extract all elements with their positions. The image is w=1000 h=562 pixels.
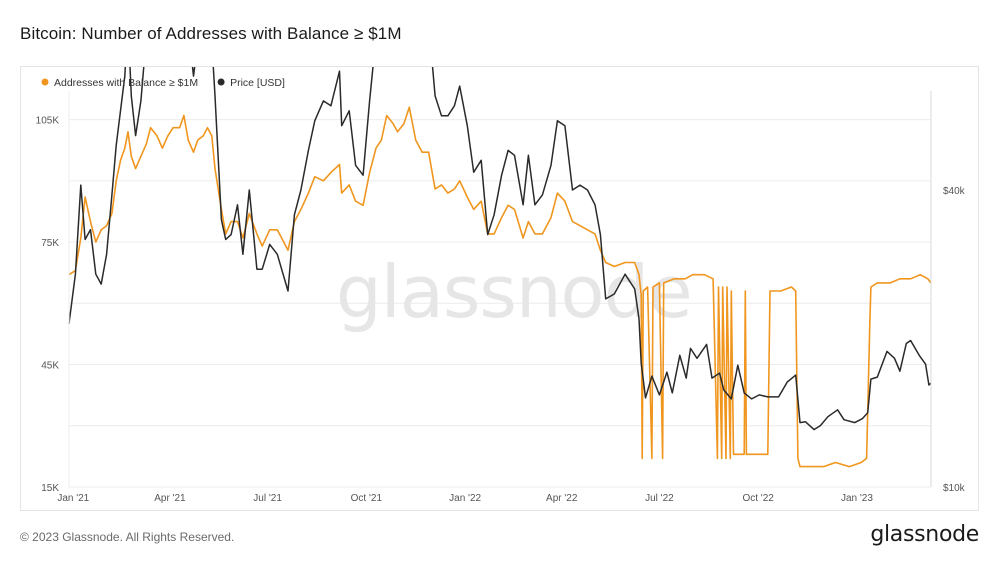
plot-area <box>68 67 932 468</box>
y-left-tick-label: 15K <box>41 483 59 494</box>
legend-marker-addresses <box>41 78 49 86</box>
axes: 15K 45K 75K 105K $10k $40k Jan '21 Apr '21 Jul '… <box>36 91 966 504</box>
y-left-tick-label: 75K <box>41 238 59 249</box>
addresses-series-line <box>68 106 932 468</box>
watermark-text: glassnode <box>336 250 692 334</box>
x-tick-label: Oct '22 <box>742 493 774 504</box>
glassnode-logo: glassnode <box>870 522 979 547</box>
x-tick-label: Jan '23 <box>841 493 873 504</box>
price-series-line <box>68 67 932 431</box>
legend: Addresses with Balance ≥ $1M Price [USD] <box>41 77 285 89</box>
page-title: Bitcoin: Number of Addresses with Balanc… <box>20 24 402 43</box>
chart-panel: glassnode 15K 45K 75K 105K $10k $40k Jan '21 Ap… <box>20 66 979 511</box>
y-left-tick-label: 45K <box>41 361 59 372</box>
legend-label-addresses: Addresses with Balance ≥ $1M <box>54 77 198 89</box>
x-tick-label: Oct '21 <box>351 493 383 504</box>
chart: glassnode 15K 45K 75K 105K $10k $40k Jan '21 Ap… <box>36 67 966 504</box>
legend-marker-price <box>217 78 225 86</box>
copyright-text: © 2023 Glassnode. All Rights Reserved. <box>20 530 235 544</box>
x-tick-label: Apr '21 <box>154 493 186 504</box>
y-right-tick-label: $40k <box>943 186 966 197</box>
x-tick-label: Jan '21 <box>57 493 89 504</box>
x-tick-label: Apr '22 <box>546 493 578 504</box>
x-tick-label: Jul '22 <box>645 493 674 504</box>
y-left-tick-label: 105K <box>36 116 60 127</box>
x-tick-label: Jul '21 <box>253 493 282 504</box>
legend-label-price: Price [USD] <box>230 77 285 89</box>
x-tick-label: Jan '22 <box>449 493 481 504</box>
y-right-tick-label: $10k <box>943 483 966 494</box>
